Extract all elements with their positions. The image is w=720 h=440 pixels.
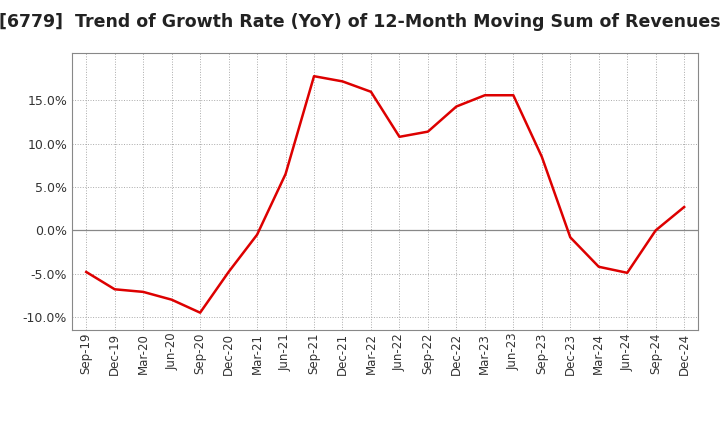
Text: [6779]  Trend of Growth Rate (YoY) of 12-Month Moving Sum of Revenues: [6779] Trend of Growth Rate (YoY) of 12-… (0, 13, 720, 31)
